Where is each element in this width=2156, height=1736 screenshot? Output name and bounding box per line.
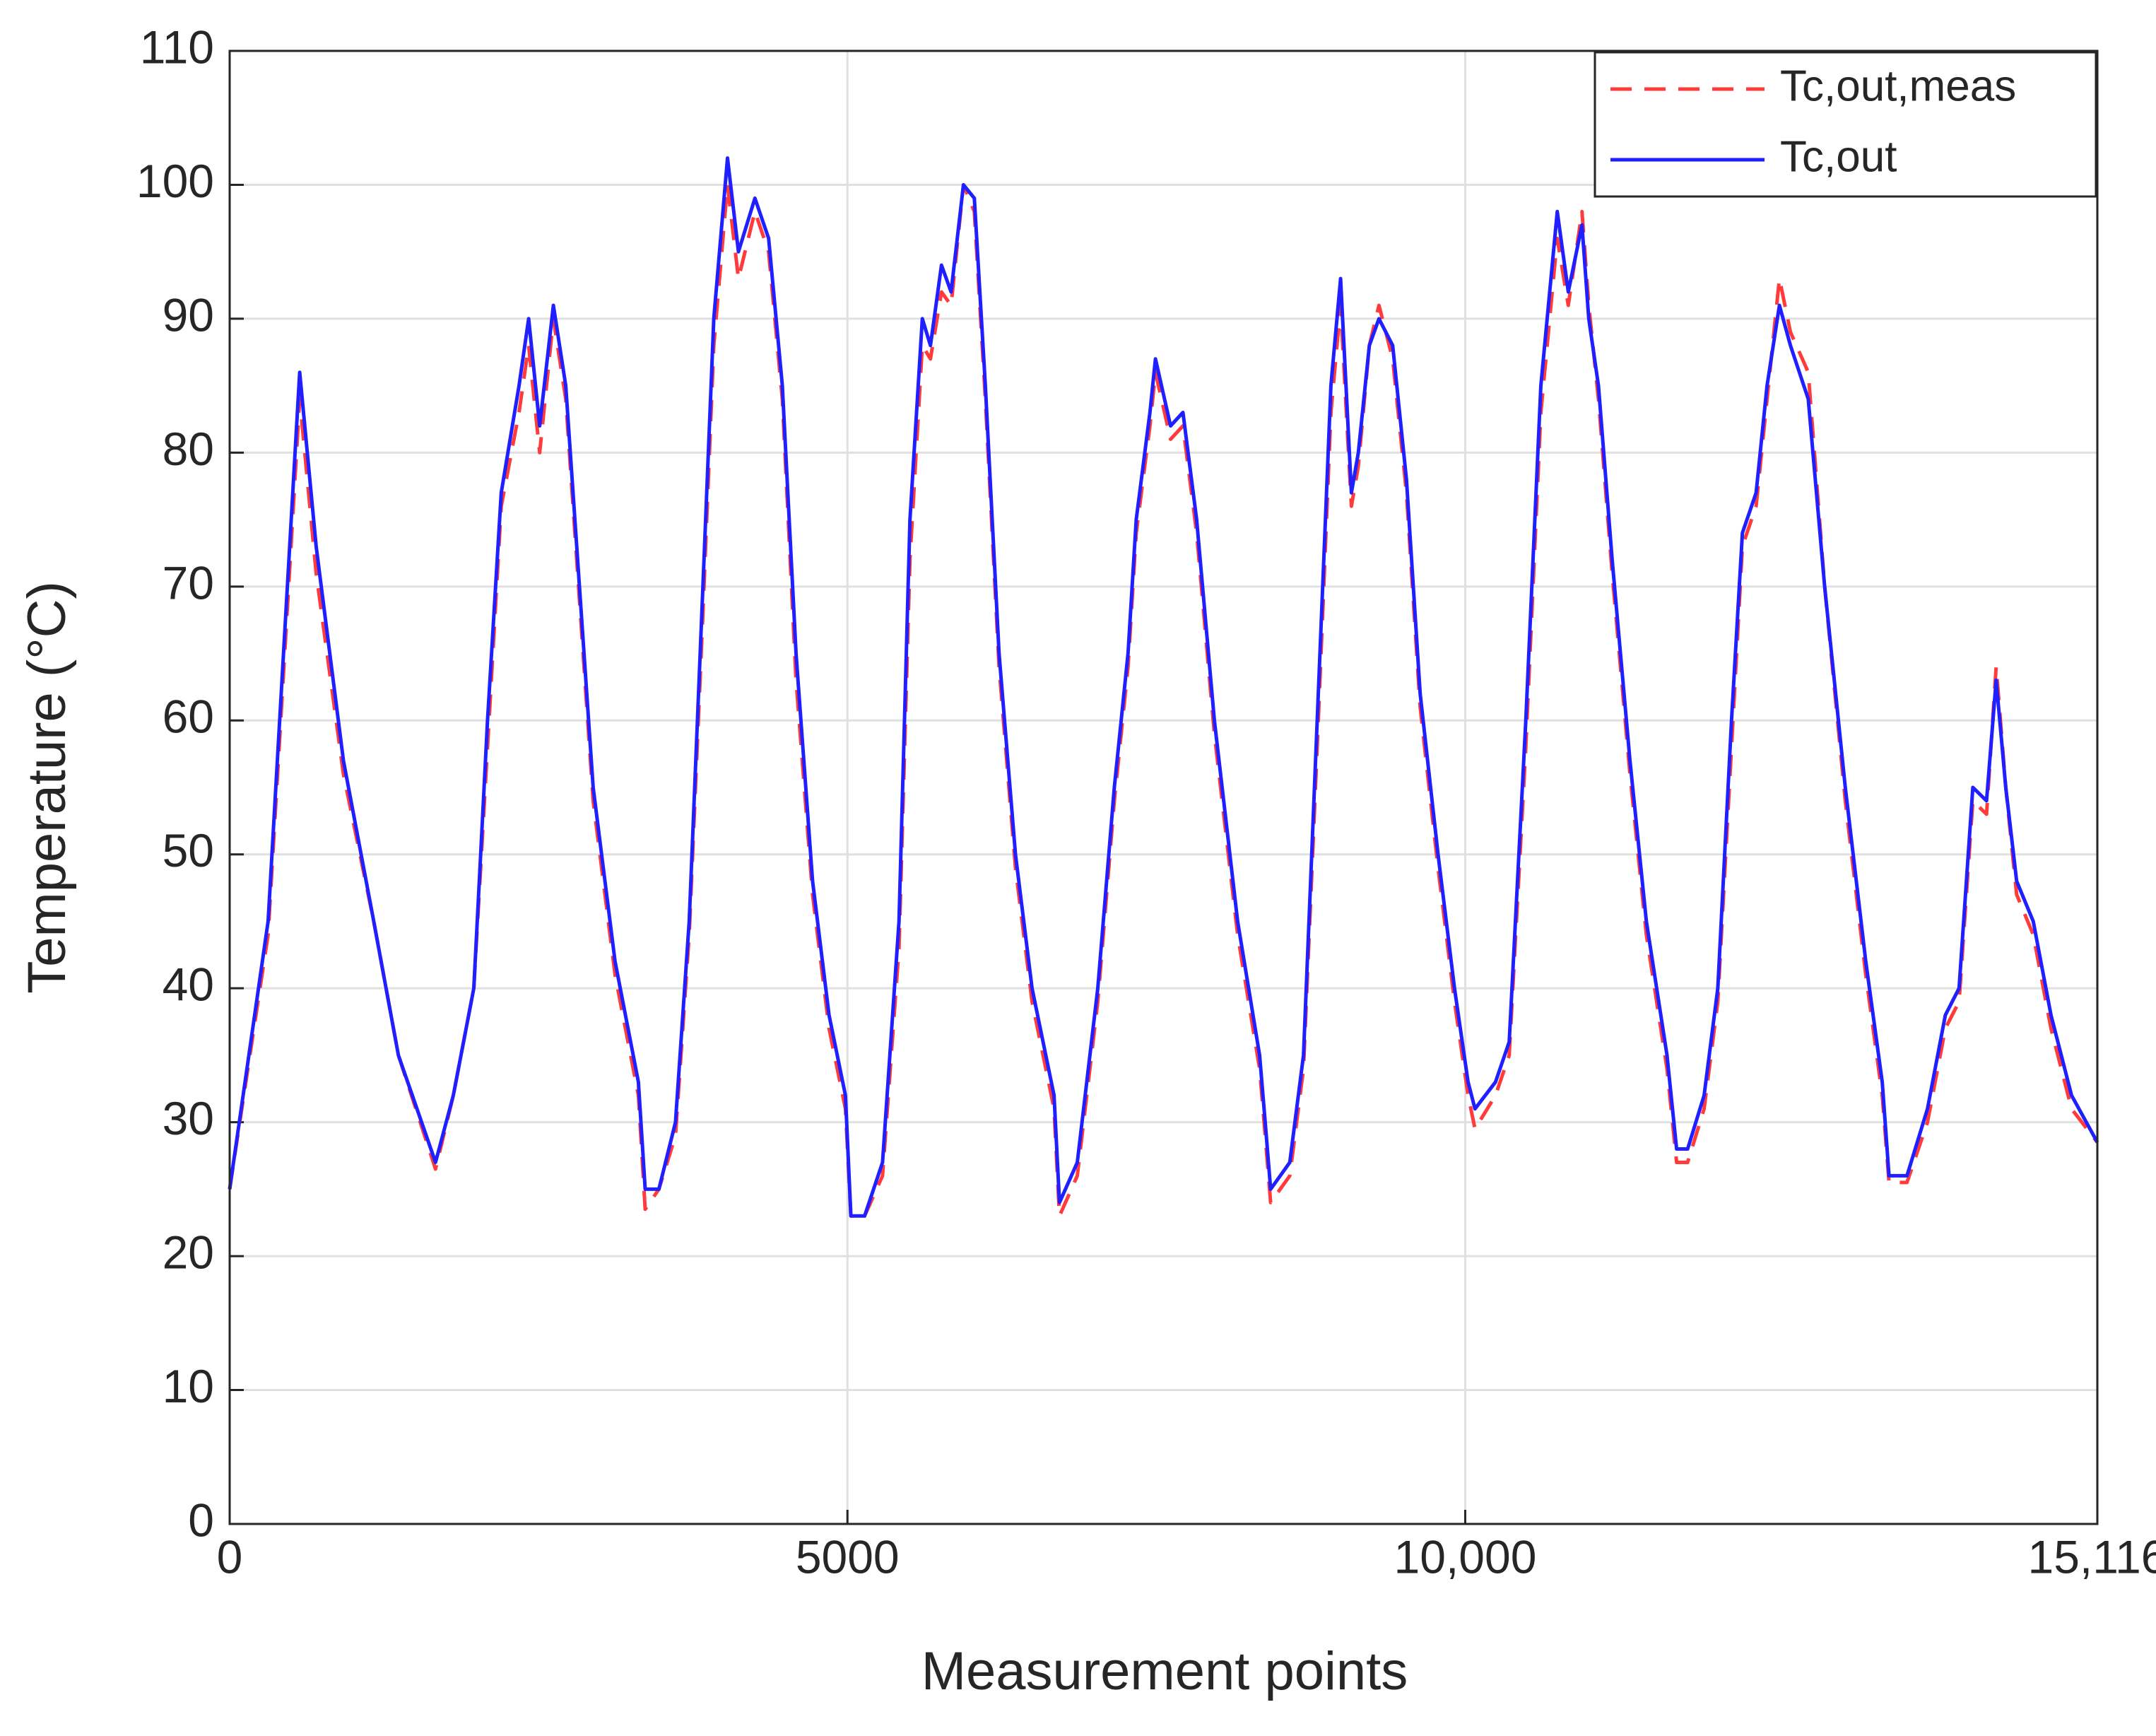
y-tick-label: 50 <box>163 824 214 876</box>
x-tick-label: 15,116 <box>2028 1530 2156 1583</box>
legend-box <box>1594 51 2097 198</box>
y-tick-label: 10 <box>163 1360 214 1412</box>
x-tick-label: 5000 <box>796 1530 900 1583</box>
y-tick-label: 90 <box>163 288 214 341</box>
y-tick-label: 30 <box>163 1092 214 1144</box>
y-tick-label: 40 <box>163 958 214 1011</box>
y-tick-label: 20 <box>163 1226 214 1279</box>
data-line <box>228 156 2099 1218</box>
legend-label: Tc,out <box>1780 132 1897 181</box>
y-tick-label: 80 <box>163 423 214 475</box>
y-tick-label: 0 <box>188 1494 214 1546</box>
y-tick-label: 100 <box>136 155 214 207</box>
legend-label: Tc,out,meas <box>1780 61 2016 110</box>
y-tick-label: 70 <box>163 556 214 609</box>
y-tick-label: 60 <box>163 691 214 743</box>
plot-frame <box>228 49 2099 1525</box>
plot-background <box>230 51 2097 1524</box>
y-tick-label: 110 <box>140 20 214 73</box>
x-tick-label: 0 <box>217 1530 243 1583</box>
x-axis-label: Measurement points <box>921 1641 1408 1701</box>
x-tick-label: 10,000 <box>1394 1530 1537 1583</box>
y-axis-label: Temperature (°C) <box>17 581 77 994</box>
